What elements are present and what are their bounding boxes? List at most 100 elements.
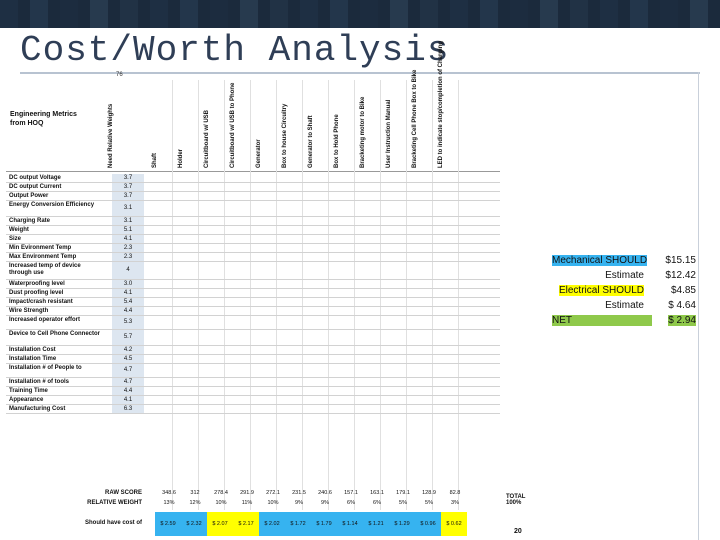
relative-weight-label: RELATIVE WEIGHT	[87, 500, 142, 506]
metric-row: Device to Cell Phone Connector 5.7	[6, 330, 500, 346]
should-cost-label: Should have cost of	[84, 520, 142, 526]
metric-label: Max Environment Temp	[9, 254, 77, 260]
should-cost-cell: $ 0.96	[415, 512, 441, 536]
column-header: Generator	[256, 139, 262, 168]
metric-row: Installation # of People to 4.7	[6, 364, 500, 378]
summary-row: Estimate $12.42	[550, 269, 698, 284]
relative-weight-percent: 9%	[321, 500, 329, 506]
column-header: LED to indicate stop/completion of Charg…	[438, 41, 444, 168]
relative-weight-cell: 3.0	[112, 280, 144, 288]
summary-label: Mechanical SHOULD	[552, 255, 648, 266]
metric-row: Increased operator effort 5.3	[6, 316, 500, 330]
summary-value: $ 2.94	[668, 315, 696, 326]
metric-label: DC output Voltage	[9, 175, 61, 181]
metric-row: Impact/crash resistant 5.4	[6, 298, 500, 307]
raw-score-cell: 82.8	[449, 490, 461, 496]
banner-stripe	[570, 0, 588, 28]
relative-weight-cell: 4	[112, 262, 144, 279]
should-cost-cell: $ 1.14	[337, 512, 363, 536]
relative-weight-cell: 4.5	[112, 355, 144, 363]
summary-value: $4.85	[670, 285, 696, 296]
metric-label: Increased operator effort	[9, 317, 81, 323]
metric-row: Training Time 4.4	[6, 387, 500, 396]
should-cost-cell: $ 2.02	[259, 512, 285, 536]
spreadsheet-image	[6, 74, 512, 540]
right-divider	[698, 72, 699, 540]
metric-row: DC output Current 3.7	[6, 183, 500, 192]
metric-label: Min Evironment Temp	[9, 245, 72, 251]
banner-stripe	[600, 0, 618, 28]
should-cost-cell: $ 1.29	[389, 512, 415, 536]
relative-weight-cell: 5.4	[112, 298, 144, 306]
banner-stripe	[90, 0, 108, 28]
relative-weight-cell: 4.4	[112, 387, 144, 395]
relative-weight-percent: 5%	[399, 500, 407, 506]
banner-stripe	[0, 0, 18, 28]
summary-row: Estimate $ 4.64	[550, 299, 698, 314]
summary-value: $15.15	[665, 255, 696, 266]
relative-weight-percent: 11%	[241, 500, 253, 506]
relative-weight-percent: 13%	[163, 500, 175, 506]
raw-score-cell: 348.6	[162, 490, 176, 496]
relative-weight-percent: 6%	[347, 500, 355, 506]
should-cost-cell: $ 2.32	[181, 512, 207, 536]
raw-score-cell: 240.6	[318, 490, 332, 496]
relative-weight-percent: 10%	[215, 500, 227, 506]
column-header: Circuitboard w/ USB	[204, 109, 210, 168]
summary-row: Electrical SHOULD $4.85	[550, 284, 698, 299]
raw-score-cell: 163.1	[370, 490, 384, 496]
metric-row: Increased temp of device through use 4	[6, 262, 500, 280]
metric-label: Increased temp of device through use	[9, 263, 81, 276]
relative-weight-cell: 5.3	[112, 316, 144, 329]
metric-label: Appearance	[9, 397, 44, 403]
total-value: 100%	[506, 500, 522, 506]
column-header: Generator to Shaft	[308, 115, 314, 168]
banner-stripe	[540, 0, 558, 28]
metric-label: Installation Cost	[9, 347, 56, 353]
banner-stripe	[510, 0, 528, 28]
column-header: Holder	[178, 148, 184, 168]
metric-label: Training Time	[9, 388, 48, 394]
banner-stripe	[420, 0, 438, 28]
relative-weight-cell: 6.3	[112, 405, 144, 413]
raw-score-cell: 278.4	[214, 490, 228, 496]
top-banner	[0, 0, 720, 28]
relative-weight-cell: 5.1	[112, 226, 144, 234]
metric-label: DC output Current	[9, 184, 62, 190]
column-gridline	[302, 80, 303, 510]
relative-weight-percent: 3%	[451, 500, 459, 506]
banner-stripe	[210, 0, 228, 28]
banner-stripe	[660, 0, 678, 28]
metric-row: Installation Time 4.5	[6, 355, 500, 364]
should-cost-cell: $ 1.21	[363, 512, 389, 536]
banner-stripe	[690, 0, 708, 28]
banner-stripe	[60, 0, 78, 28]
raw-score-cell: 272.1	[266, 490, 280, 496]
column-gridline	[380, 80, 381, 510]
banner-stripe	[300, 0, 318, 28]
metric-label: Installation # of People to	[9, 365, 82, 371]
column-gridline	[406, 80, 407, 510]
metric-row: Appearance 4.1	[6, 396, 500, 405]
relative-weight-cell: 3.7	[112, 183, 144, 191]
weight-column-header: Need Relative Weights	[108, 103, 114, 168]
banner-stripe	[360, 0, 378, 28]
raw-score-cell: 291.9	[240, 490, 254, 496]
relative-weight-cell: 3.7	[112, 174, 144, 182]
relative-weight-cell: 4.7	[112, 364, 144, 377]
summary-row: Mechanical SHOULD $15.15	[550, 254, 698, 269]
metric-label: Weight	[9, 227, 29, 233]
metric-row: Charging Rate 3.1	[6, 217, 500, 226]
banner-stripe	[30, 0, 48, 28]
column-header: Bracketing motor to Bike	[360, 96, 366, 168]
metric-label: Installation Time	[9, 356, 57, 362]
column-gridline	[198, 80, 199, 510]
summary-value: $12.42	[665, 270, 696, 281]
total-label: TOTAL 100%	[506, 494, 526, 506]
slide-title: Cost/Worth Analysis	[20, 30, 450, 71]
banner-stripe	[240, 0, 258, 28]
banner-stripe	[630, 0, 648, 28]
metric-row: Manufacturing Cost 6.3	[6, 405, 500, 414]
column-gridline	[458, 80, 459, 510]
banner-stripe	[330, 0, 348, 28]
